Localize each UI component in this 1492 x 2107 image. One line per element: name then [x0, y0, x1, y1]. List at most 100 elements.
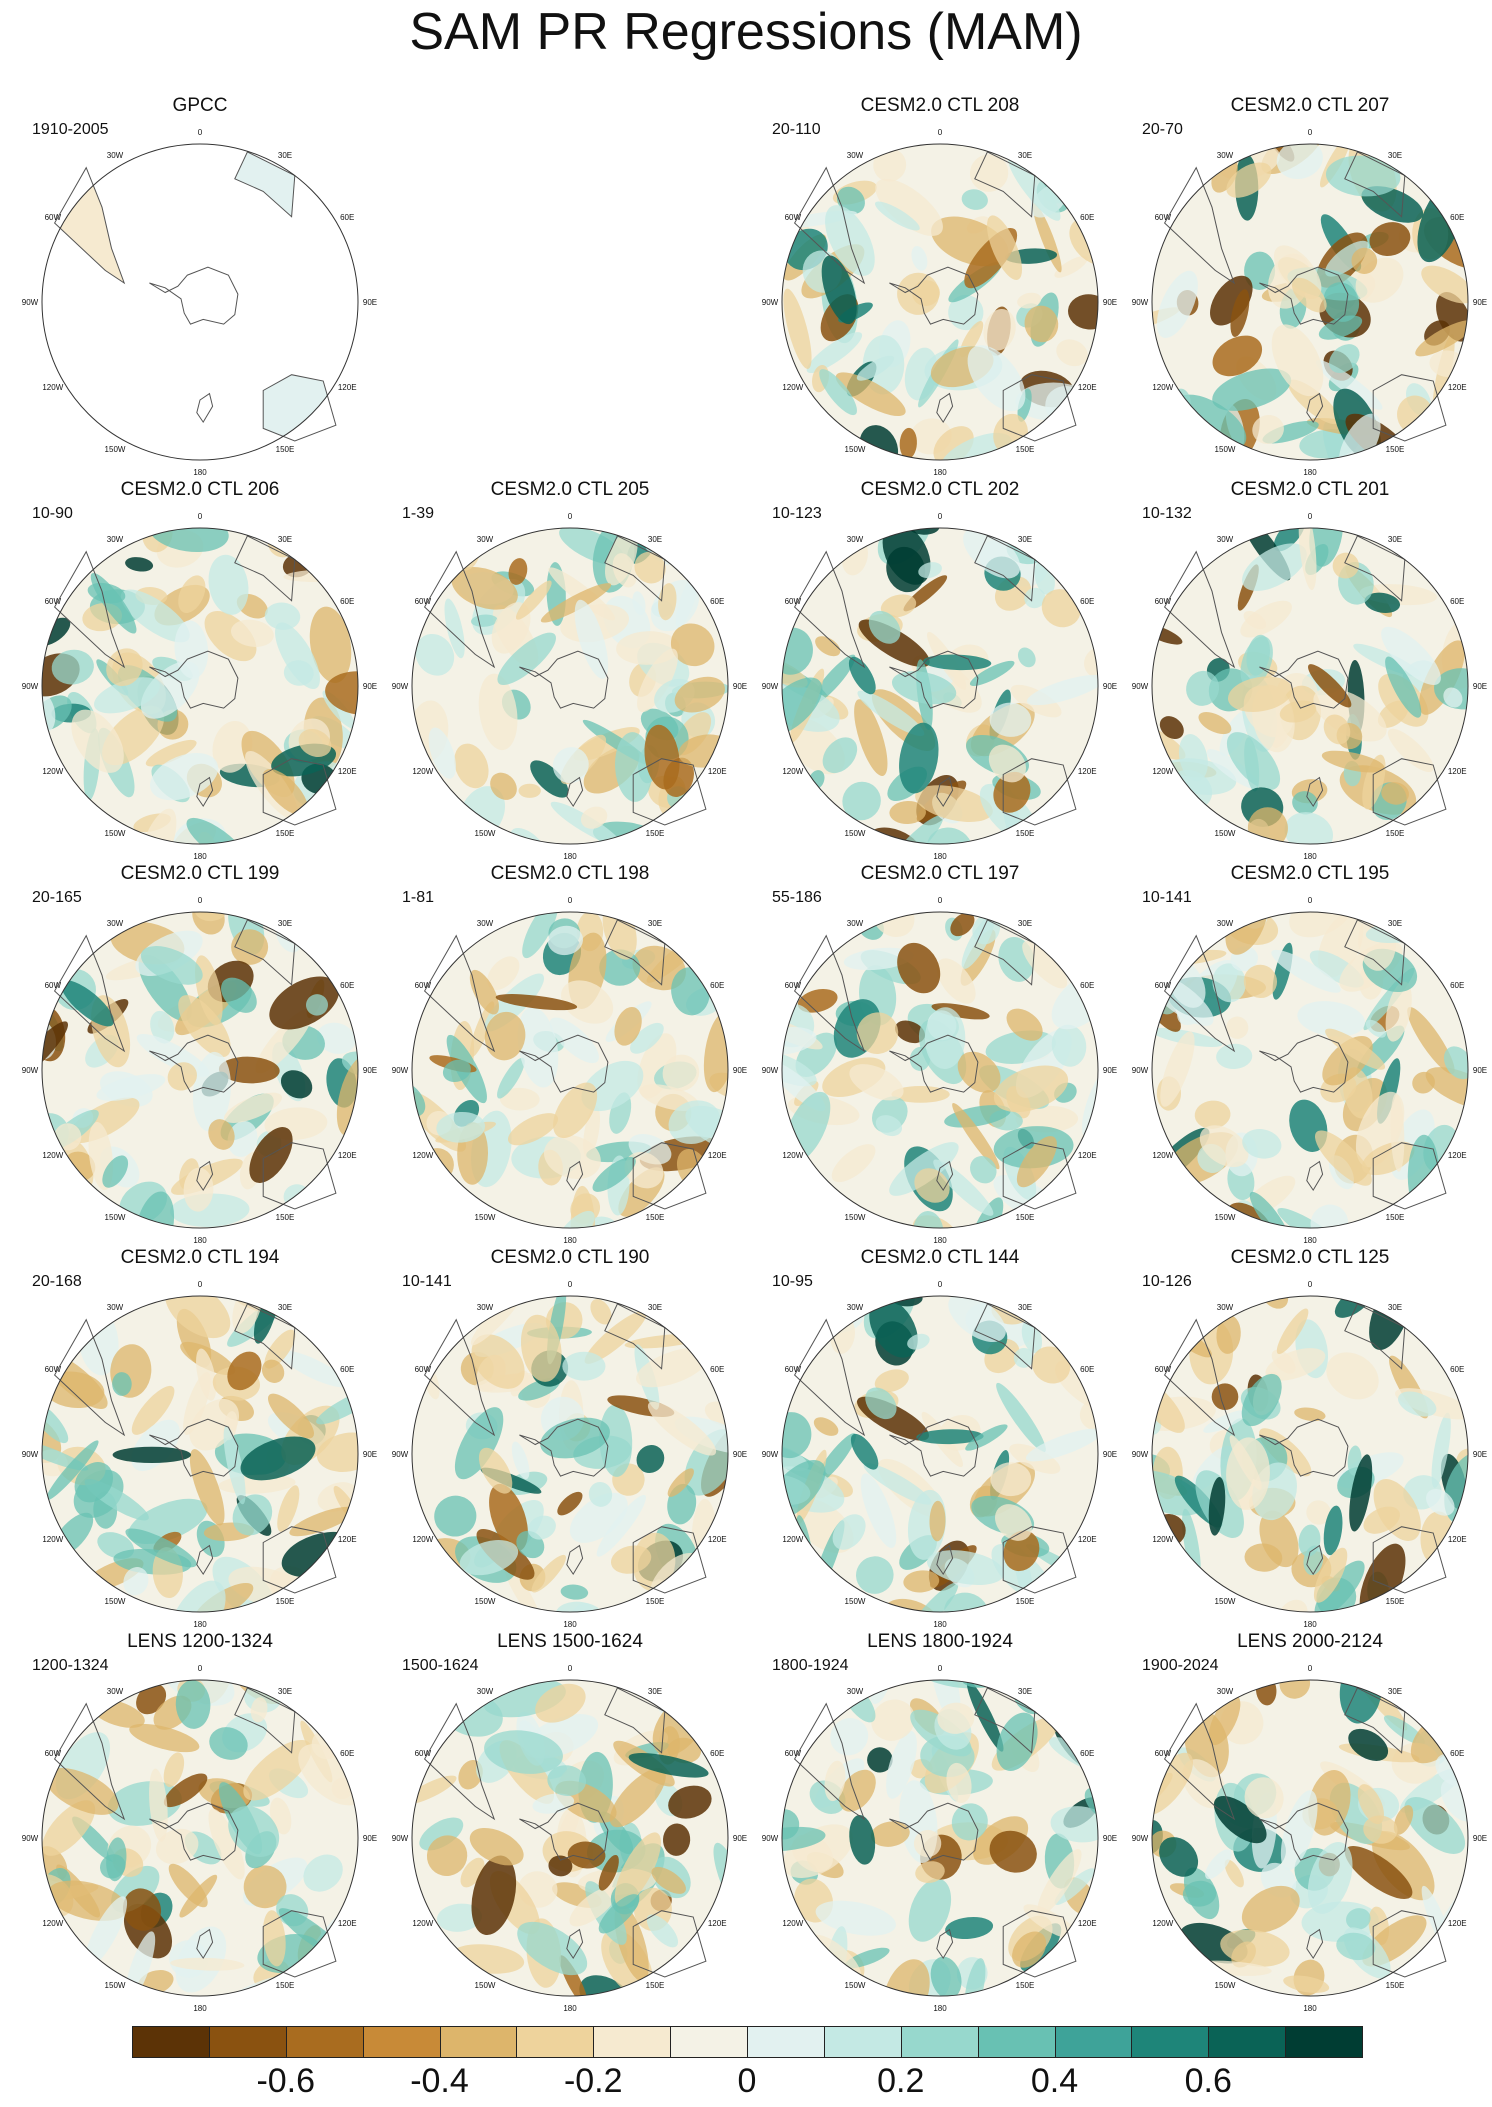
longitude-label: 30E	[1388, 535, 1402, 544]
longitude-label: 60W	[1155, 213, 1172, 222]
panel-title: CESM2.0 CTL 205	[490, 479, 650, 500]
colorbar-swatch	[977, 2026, 1056, 2058]
colorbar-swatch	[132, 2026, 210, 2058]
longitude-label: 120E	[338, 1535, 357, 1544]
precip-field	[1152, 528, 1468, 844]
longitude-label: 90E	[733, 682, 747, 691]
longitude-label: 150E	[1016, 1213, 1035, 1222]
map-boundary	[1151, 1679, 1469, 1997]
longitude-label: 60W	[785, 1365, 802, 1374]
colorbar-swatch	[1054, 2026, 1133, 2058]
longitude-label: 120W	[782, 1919, 803, 1928]
longitude-label: 0	[938, 1664, 943, 1673]
longitude-label: 150W	[1215, 829, 1236, 838]
coastlines	[423, 535, 707, 826]
longitude-label: 90E	[1473, 298, 1487, 307]
longitude-label: 30E	[1388, 151, 1402, 160]
colorbar-tick-label: -0.6	[256, 2062, 316, 2100]
panel-title: CESM2.0 CTL 201	[1230, 479, 1390, 500]
panel-year-range: 1910-2005	[32, 121, 109, 138]
longitude-label: 180	[1303, 2004, 1317, 2013]
polar-map: 0 30E 60E 90E 120E 150E 180 150W 120W 90W 60W 30W	[762, 512, 1117, 861]
polar-map: 0 30E 60E 90E 120E 150E 180 150W 120W 90W 60W 30W	[22, 128, 377, 477]
polar-map: 0 30E 60E 90E 120E 150E 180 150W 120W 90W 60W 30W	[22, 1280, 377, 1629]
coastlines	[793, 919, 1077, 1210]
longitude-label: 120W	[412, 1919, 433, 1928]
longitude-label: 90E	[1103, 1450, 1117, 1459]
colorbar-tick-label: 0.6	[1184, 2062, 1232, 2100]
map-boundary	[41, 911, 359, 1229]
map-panel: CESM2.0 CTL 144 10-95 0 30E 60E 90E 120E 150E 18…	[760, 1246, 1120, 1629]
panel-year-range: 20-70	[1142, 121, 1183, 138]
longitude-label: 150W	[105, 1597, 126, 1606]
longitude-label: 180	[1303, 1236, 1317, 1245]
panel-year-range: 10-132	[1142, 505, 1192, 522]
map-panel: CESM2.0 CTL 202 10-123 0 30E 60E 90E 120E 150E 1…	[760, 478, 1120, 861]
longitude-label: 90W	[1132, 1066, 1149, 1075]
longitude-label: 30E	[278, 535, 292, 544]
longitude-label: 90W	[762, 682, 779, 691]
map-panel: LENS 1800-1924 1800-1924 0 30E 60E 90E 120E 150…	[760, 1630, 1120, 2013]
longitude-label: 30E	[648, 1687, 662, 1696]
longitude-label: 0	[1308, 512, 1313, 521]
longitude-label: 0	[568, 1280, 573, 1289]
panel-year-range: 10-90	[32, 505, 73, 522]
panel-title: CESM2.0 CTL 208	[860, 95, 1020, 116]
longitude-label: 0	[938, 1280, 943, 1289]
longitude-label: 0	[1308, 1280, 1313, 1289]
coastlines	[53, 535, 337, 826]
longitude-label: 120W	[782, 383, 803, 392]
coastlines	[423, 1303, 707, 1594]
longitude-label: 120E	[1448, 383, 1467, 392]
longitude-label: 60E	[340, 1749, 354, 1758]
longitude-label: 0	[198, 1664, 203, 1673]
coastlines	[793, 535, 1077, 826]
longitude-label: 150E	[276, 1981, 295, 1990]
map-boundary	[411, 1295, 729, 1613]
map-panel: CESM2.0 CTL 195 10-141 0 30E 60E 90E 120E 150E 1…	[1130, 862, 1490, 1245]
coastlines	[53, 919, 337, 1210]
longitude-label: 60E	[1080, 1749, 1094, 1758]
longitude-label: 90E	[733, 1834, 747, 1843]
longitude-label: 120W	[1152, 1535, 1173, 1544]
polar-map: 0 30E 60E 90E 120E 150E 180 150W 120W 90W 60W 30W	[392, 512, 747, 861]
longitude-label: 90W	[1132, 1834, 1149, 1843]
longitude-label: 30W	[847, 1303, 864, 1312]
longitude-label: 90W	[392, 1834, 409, 1843]
longitude-label: 60E	[1080, 597, 1094, 606]
coastlines	[793, 1303, 1077, 1594]
longitude-label: 120W	[412, 767, 433, 776]
longitude-label: 90W	[1132, 298, 1149, 307]
panel-year-range: 10-141	[1142, 889, 1192, 906]
longitude-label: 120W	[1152, 1919, 1173, 1928]
longitude-label: 0	[568, 512, 573, 521]
longitude-label: 60E	[1080, 1365, 1094, 1374]
longitude-label: 120W	[42, 1919, 63, 1928]
longitude-label: 30W	[1217, 919, 1234, 928]
longitude-label: 120E	[1078, 767, 1097, 776]
longitude-label: 150E	[1016, 1597, 1035, 1606]
panel-year-range: 10-95	[772, 1273, 813, 1290]
panel-title: CESM2.0 CTL 197	[860, 863, 1020, 884]
longitude-label: 90E	[1473, 1066, 1487, 1075]
longitude-label: 180	[1303, 852, 1317, 861]
longitude-label: 90E	[1103, 1834, 1117, 1843]
panel-year-range: 1-81	[402, 889, 435, 906]
longitude-label: 90W	[22, 682, 39, 691]
longitude-label: 180	[193, 1620, 207, 1629]
precip-field	[782, 1296, 1098, 1612]
longitude-label: 30E	[1018, 1303, 1032, 1312]
longitude-label: 90W	[1132, 682, 1149, 691]
longitude-label: 120W	[1152, 383, 1173, 392]
precip-field	[782, 528, 1098, 844]
map-boundary	[781, 911, 1099, 1229]
panel-year-range: 1900-2024	[1142, 1657, 1219, 1674]
longitude-label: 0	[938, 896, 943, 905]
longitude-label: 90W	[22, 1066, 39, 1075]
longitude-label: 30E	[1388, 919, 1402, 928]
longitude-label: 90E	[1103, 682, 1117, 691]
longitude-label: 150E	[646, 829, 665, 838]
longitude-label: 90W	[762, 298, 779, 307]
longitude-label: 30W	[107, 535, 124, 544]
longitude-label: 60W	[1155, 597, 1172, 606]
